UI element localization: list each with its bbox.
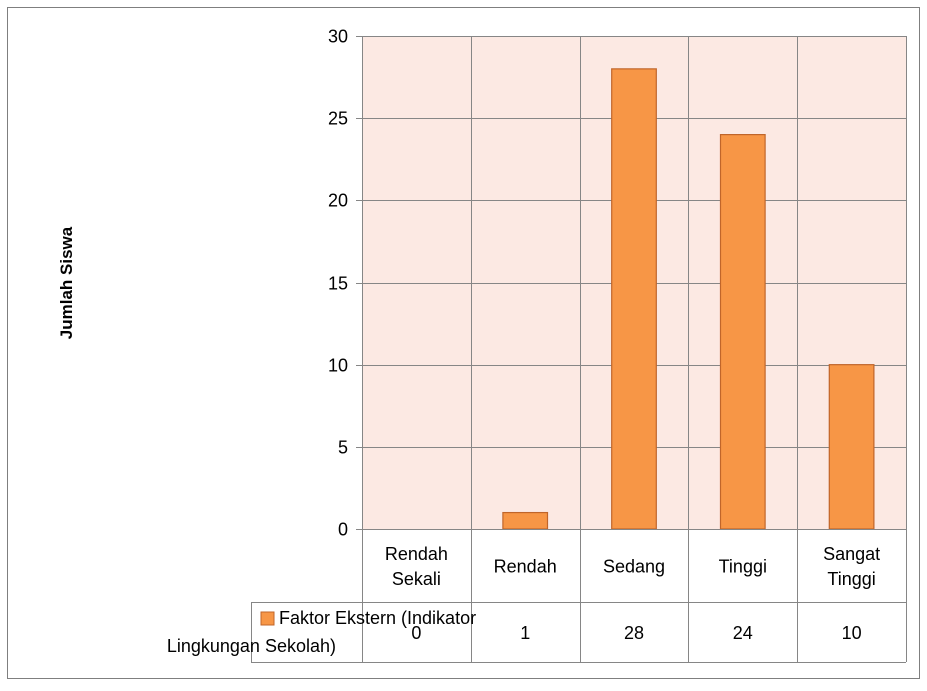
y-tick-labels: 0 5 10 15 20 25 30 — [328, 27, 348, 540]
category-label: Sangat — [823, 544, 880, 564]
data-label: 1 — [520, 623, 530, 643]
y-tick-label: 20 — [328, 191, 348, 211]
y-tick-label: 0 — [338, 520, 348, 540]
bar — [828, 364, 875, 530]
category-label: Tinggi — [827, 569, 875, 589]
data-label: 0 — [411, 623, 421, 643]
data-label: 10 — [842, 623, 862, 643]
bar — [719, 134, 766, 530]
legend-swatch — [260, 611, 275, 626]
data-label: 24 — [733, 623, 753, 643]
y-axis-label: Jumlah Siswa — [57, 226, 76, 339]
category-label: Tinggi — [719, 557, 767, 577]
category-label: Rendah — [494, 557, 557, 577]
y-tick-label: 25 — [328, 109, 348, 129]
y-tick-label: 30 — [328, 27, 348, 47]
bars — [502, 68, 875, 530]
data-label: 28 — [624, 623, 644, 643]
category-label: Rendah — [385, 544, 448, 564]
category-label: Sekali — [392, 569, 441, 589]
y-tick-label: 15 — [328, 274, 348, 294]
series-name: Lingkungan Sekolah) — [167, 636, 336, 656]
bar — [611, 68, 657, 530]
bar — [502, 511, 549, 530]
y-tick-label: 10 — [328, 356, 348, 376]
category-label: Sedang — [603, 557, 665, 577]
series-name: Faktor Ekstern (Indikator — [279, 608, 476, 628]
y-tick-label: 5 — [338, 438, 348, 458]
data-table: Rendah Sekali Rendah Sedang Tinggi Sangat Ting… — [167, 36, 907, 663]
